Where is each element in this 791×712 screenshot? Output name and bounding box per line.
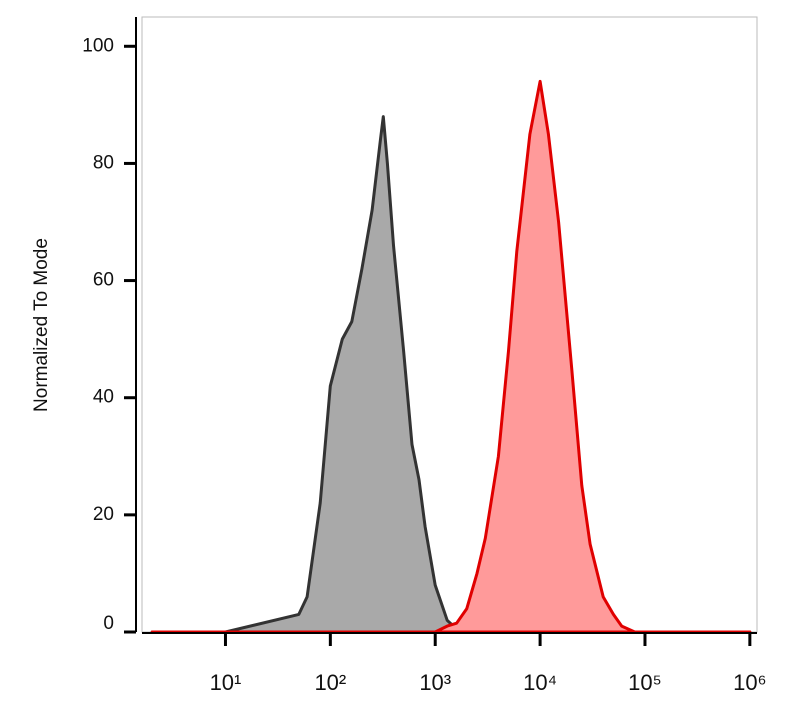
y-tick-label: 80 — [93, 152, 114, 173]
x-tick-label: 10¹ — [210, 670, 242, 695]
histogram-area — [150, 115, 752, 634]
y-tick-label: 60 — [93, 270, 114, 291]
y-tick-label: 100 — [82, 35, 114, 56]
y-tick-label: 40 — [93, 387, 114, 408]
x-tick-label: 10⁵ — [628, 670, 662, 695]
x-tick-label: 10³ — [419, 670, 451, 695]
x-tick-label: 10⁴ — [523, 670, 557, 695]
x-tick-label: 10² — [314, 670, 346, 695]
y-tick-label: 0 — [103, 613, 114, 634]
plot-frame — [141, 16, 758, 633]
histogram-area — [150, 79, 752, 634]
x-tick-label: 10⁶ — [733, 670, 767, 695]
y-axis-label: Normalized To Mode — [31, 238, 52, 412]
y-tick-label: 20 — [93, 504, 114, 525]
